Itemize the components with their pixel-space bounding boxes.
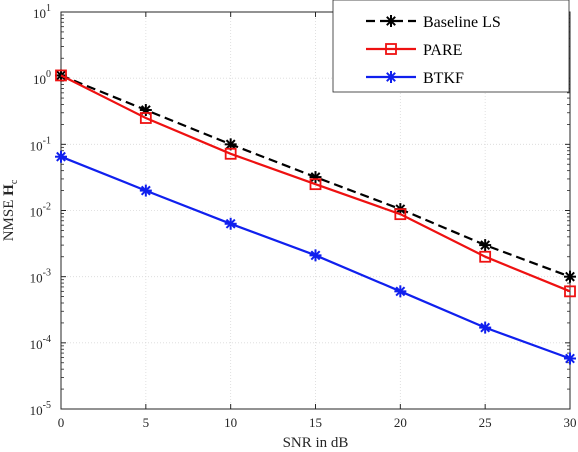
data-point-baseline-ls [564,270,576,283]
legend-marker [385,43,397,55]
legend-marker [385,15,397,27]
x-tick-label: 10 [224,415,237,430]
data-point-pare [139,112,152,124]
series-line-pare [60,74,571,293]
x-tick-label: 0 [58,415,65,430]
y-tick-label: 100 [33,69,51,87]
legend: Baseline LS PARE BTKF [332,0,570,93]
data-point-btkf [55,150,67,163]
x-tick-label: 30 [564,415,577,430]
x-axis-title: SNR in dB [283,435,349,451]
data-point-pare [309,178,322,191]
data-point-btkf [394,285,407,298]
legend-label: BTKF [423,70,464,87]
data-point-btkf [564,352,576,365]
legend-item-btkf: BTKF [366,70,464,87]
data-point-pare [394,208,407,221]
y-axis-title-subscript: c [9,179,20,184]
series-btkf [55,150,576,365]
x-tick-label: 5 [143,415,150,430]
legend-label: Baseline LS [423,14,501,31]
data-point-pare [55,69,67,82]
y-axis-title: NMSE Hc [1,179,20,241]
y-tick-label: 10-3 [30,268,51,286]
y-axis-title-main: NMSE [1,196,17,241]
x-tick-label: 25 [479,415,492,430]
legend-marker [385,71,397,83]
y-tick-label: 101 [33,3,51,21]
y-tick-label: 10-1 [30,135,51,153]
series-pare [55,69,576,298]
data-point-pare [479,250,492,263]
legend-label: PARE [423,42,462,59]
x-tick-label: 15 [309,415,322,430]
y-axis-title-bold: H [1,184,17,196]
y-tick-label: 10-5 [30,400,51,418]
data-point-baseline-ls [479,239,492,252]
y-tick-label: 10-2 [30,202,51,220]
legend-item-baseline-ls: Baseline LS [366,14,501,31]
data-point-pare [224,147,237,160]
data-point-btkf [224,217,237,230]
series-layer [55,69,576,365]
data-point-pare [564,285,576,298]
legend-item-pare: PARE [366,42,462,59]
y-tick-label: 10-4 [30,334,51,352]
data-point-btkf [139,184,152,197]
data-point-btkf [309,249,322,262]
data-point-btkf [479,321,492,334]
x-tick-label: 20 [394,415,407,430]
